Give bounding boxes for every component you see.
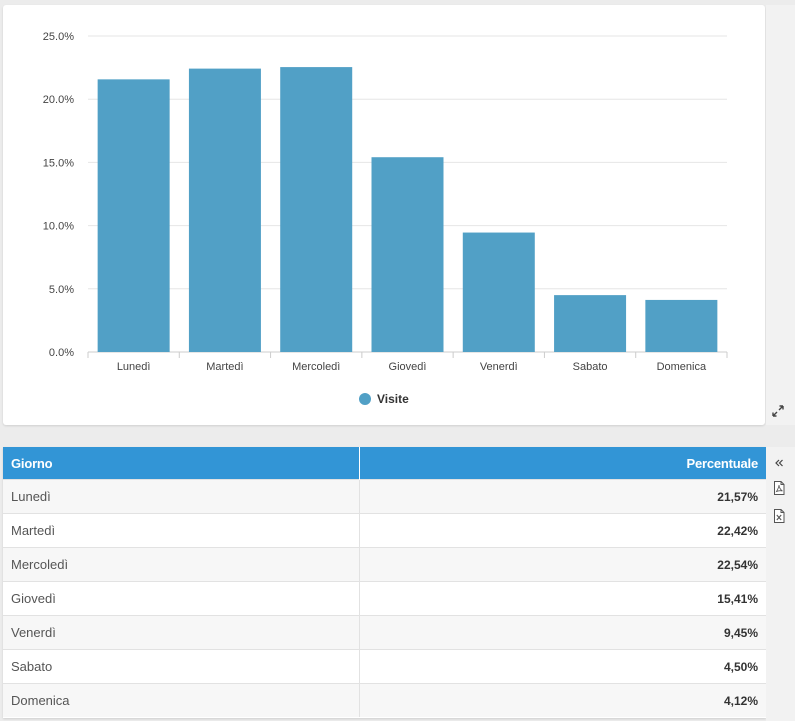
data-table-panel: Giorno Percentuale Lunedì 21,57% Martedì 22…: [3, 447, 766, 718]
cell-percentage: 15,41%: [358, 581, 766, 616]
cell-percentage: 22,54%: [358, 547, 766, 582]
y-tick-label: 10.0%: [43, 221, 74, 233]
cell-percentage: 21,57%: [358, 479, 766, 514]
bar[interactable]: [645, 299, 718, 352]
table-row: Venerdì 9,45%: [3, 615, 766, 650]
table-row: Domenica 4,12%: [3, 683, 766, 717]
x-tick-label: Mercoledì: [292, 361, 340, 373]
column-header-day[interactable]: Giorno: [3, 447, 359, 480]
cell-day: Lunedì: [3, 479, 359, 514]
legend-label[interactable]: Visite: [377, 392, 409, 406]
table-row: Lunedì 21,57%: [3, 479, 766, 514]
y-tick-label: 5.0%: [49, 284, 74, 296]
x-tick-label: Domenica: [657, 361, 707, 373]
cell-day: Giovedì: [3, 581, 359, 616]
table-header-row: Giorno Percentuale: [3, 447, 766, 480]
excel-export-icon[interactable]: [771, 508, 787, 524]
cell-day: Mercoledì: [3, 547, 359, 582]
double-chevron-left-icon[interactable]: [771, 455, 787, 471]
y-tick-label: 20.0%: [43, 94, 74, 106]
x-tick-label: Giovedì: [389, 361, 427, 373]
chart-panel: 0.0% 5.0% 10.0% 15.0% 20.0% 25.0% Lunedì Marted…: [3, 5, 765, 425]
legend-marker[interactable]: [359, 393, 371, 405]
table-row: Giovedì 15,41%: [3, 581, 766, 616]
y-tick-label: 0.0%: [49, 347, 74, 359]
x-tick-label: Sabato: [573, 361, 608, 373]
cell-percentage: 9,45%: [358, 615, 766, 650]
cell-day: Martedì: [3, 513, 359, 548]
table-row: Sabato 4,50%: [3, 649, 766, 684]
cell-day: Venerdì: [3, 615, 359, 650]
x-tick-label: Lunedì: [117, 361, 151, 373]
bar-chart: 0.0% 5.0% 10.0% 15.0% 20.0% 25.0% Lunedì Marted…: [43, 31, 728, 406]
bar[interactable]: [188, 68, 261, 352]
bar[interactable]: [462, 232, 535, 352]
x-tick-label: Martedì: [206, 361, 243, 373]
cell-percentage: 4,12%: [358, 683, 766, 717]
column-header-percentage[interactable]: Percentuale: [358, 447, 766, 480]
table-row: Martedì 22,42%: [3, 513, 766, 548]
bar[interactable]: [371, 157, 444, 352]
cell-percentage: 4,50%: [358, 649, 766, 684]
chart-side-strip: [766, 5, 795, 425]
cell-day: Domenica: [3, 683, 359, 717]
bar[interactable]: [280, 67, 353, 353]
cell-day: Sabato: [3, 649, 359, 684]
expand-icon[interactable]: [770, 403, 786, 419]
y-tick-label: 25.0%: [43, 31, 74, 43]
cell-percentage: 22,42%: [358, 513, 766, 548]
bar[interactable]: [97, 79, 170, 353]
x-tick-label: Venerdì: [480, 361, 518, 373]
y-tick-label: 15.0%: [43, 157, 74, 169]
pdf-export-icon[interactable]: [771, 480, 787, 496]
data-table: Giorno Percentuale Lunedì 21,57% Martedì 22…: [3, 447, 766, 717]
table-row: Mercoledì 22,54%: [3, 547, 766, 582]
bar[interactable]: [554, 295, 627, 352]
